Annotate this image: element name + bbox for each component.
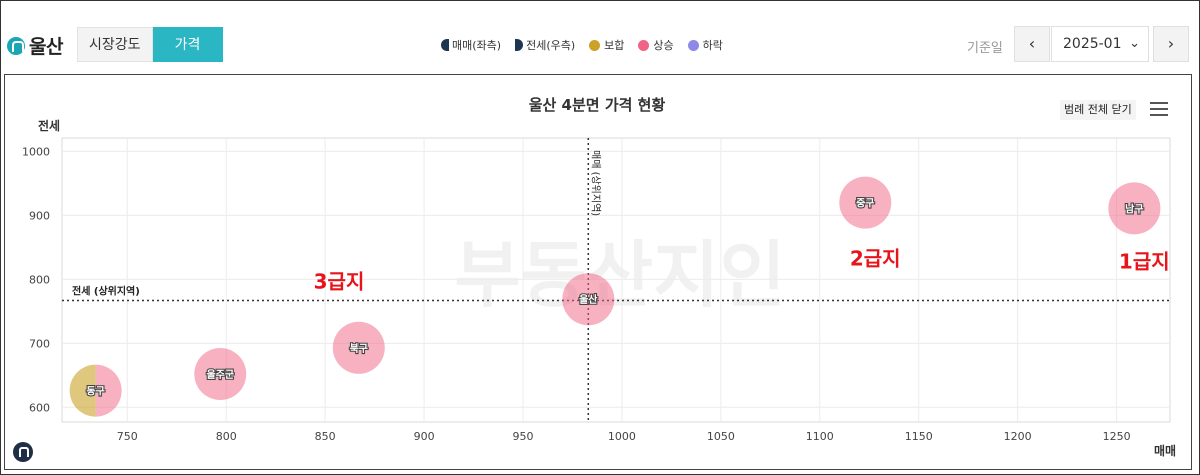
- x-tick-label: 1100: [806, 430, 834, 443]
- hamburger-menu-icon[interactable]: [1150, 102, 1168, 116]
- y-tick-label: 1000: [22, 145, 50, 158]
- date-select-value: 2025-01: [1063, 36, 1122, 52]
- x-tick-label: 800: [216, 430, 237, 443]
- dot-icon: [589, 39, 601, 51]
- bubble-label: 북구: [350, 343, 368, 355]
- tab-market-strength[interactable]: 시장강도: [77, 27, 153, 62]
- y-reference-label: 전세 (상위지역): [72, 284, 140, 297]
- tier-annotation: 2급지: [850, 246, 901, 270]
- x-tick-label: 900: [414, 430, 435, 443]
- home-icon: [7, 36, 25, 55]
- legend-item-fall: 하락: [687, 37, 723, 53]
- bubble-point: [1108, 182, 1161, 235]
- x-tick-label: 1050: [707, 430, 735, 443]
- bubble-point: [194, 348, 247, 401]
- legend-item-jeonse: 전세(우측): [515, 37, 575, 53]
- half-circle-left-icon: [441, 39, 449, 51]
- tier-annotation: 1급지: [1119, 249, 1170, 273]
- tab-price[interactable]: 가격: [152, 27, 223, 62]
- date-select[interactable]: 2025-01 ⌄: [1051, 26, 1149, 62]
- legend-label: 보합: [604, 39, 625, 52]
- legend-label: 매매(좌측): [452, 39, 502, 52]
- next-date-button[interactable]: ›: [1153, 26, 1189, 62]
- chevron-left-icon: ‹: [1028, 34, 1036, 53]
- bubble-point: [839, 176, 892, 229]
- bubble-right-half: [95, 364, 122, 417]
- chart-container: [4, 74, 1192, 470]
- x-tick-label: 950: [513, 430, 534, 443]
- dot-icon: [638, 39, 650, 51]
- x-tick-label: 750: [117, 430, 138, 443]
- x-tick-label: 1000: [608, 430, 636, 443]
- view-tabs: 시장강도 가격: [77, 27, 223, 62]
- status-legend: 매매(좌측) 전세(우측) 보합 상승 하락: [441, 37, 737, 53]
- x-tick-label: 1150: [905, 430, 933, 443]
- y-tick-label: 600: [29, 401, 50, 414]
- bubble-point: [562, 273, 615, 326]
- bubble-point: [332, 321, 385, 374]
- watermark: 부동산지인: [454, 233, 785, 317]
- x-tick-label: 1250: [1103, 430, 1131, 443]
- region-name: 울산: [29, 36, 63, 58]
- bubble-label: 중구: [856, 198, 874, 210]
- prev-date-button[interactable]: ‹: [1014, 26, 1050, 62]
- x-tick-label: 1200: [1004, 430, 1032, 443]
- dot-icon: [687, 39, 699, 51]
- legend-label: 상승: [653, 39, 674, 52]
- chart-title: 울산 4분면 가격 현황: [529, 96, 666, 114]
- brand: 울산: [7, 32, 63, 59]
- legend-label: 하락: [702, 39, 723, 52]
- tier-annotation: 3급지: [314, 269, 365, 293]
- legend-item-flat: 보합: [589, 37, 624, 53]
- y-tick-label: 700: [29, 337, 50, 350]
- legend-item-sale: 매매(좌측): [441, 37, 501, 53]
- chevron-right-icon: ›: [1167, 34, 1175, 53]
- y-tick-label: 900: [29, 209, 50, 222]
- legend-item-rise: 상승: [638, 37, 674, 53]
- legend-label: 전세(우측): [526, 39, 576, 52]
- bubble-label: 남구: [1125, 202, 1143, 215]
- chevron-down-icon: ⌄: [1129, 36, 1140, 51]
- bubble-label: 울산: [579, 293, 598, 306]
- y-axis-label: 전세: [38, 118, 60, 133]
- x-tick-label: 850: [315, 430, 336, 443]
- y-tick-label: 800: [29, 273, 50, 286]
- bubble-label: 울주군: [206, 369, 234, 381]
- x-reference-label: 매매 (상위지역): [589, 150, 602, 216]
- plot-area: [61, 137, 1171, 423]
- home-logo-icon: [13, 442, 33, 462]
- top-bar: 울산 시장강도 가격 매매(좌측) 전세(우측) 보합 상승 하락 기준일 ‹: [1, 1, 1199, 69]
- x-axis-label: 매매: [1154, 443, 1176, 458]
- bubble-left-half: [69, 364, 96, 417]
- half-circle-right-icon: [515, 39, 524, 51]
- base-date-label: 기준일: [967, 41, 1003, 56]
- bubble-label: 동구: [86, 386, 104, 398]
- legend-toggle-button[interactable]: 범례 전체 닫기: [1060, 100, 1136, 120]
